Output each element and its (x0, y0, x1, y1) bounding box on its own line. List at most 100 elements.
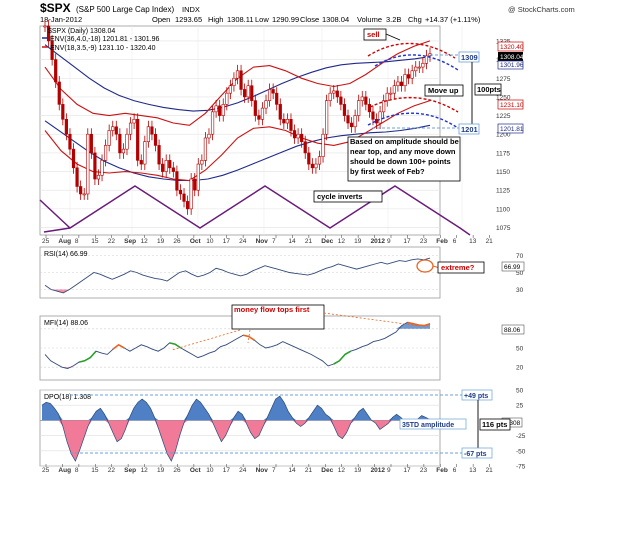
price-candle (417, 66, 421, 69)
dpo-line (41, 395, 431, 462)
price-candle (196, 163, 200, 191)
x-tick-label: 17 (403, 467, 411, 474)
annot-money-flow: money flow tops first (234, 305, 310, 314)
price-y-tick-label: 1275 (496, 76, 511, 83)
projection-lower-red (369, 97, 459, 113)
x-tick-label: Oct (190, 238, 202, 245)
price-candle (168, 160, 172, 169)
annot-cycle-inverts: cycle inverts (317, 192, 362, 201)
x-tick-label: 8 (75, 238, 79, 245)
tag-1320: 1320.40 (500, 44, 524, 51)
chart-name: (S&P 500 Large Cap Index) (76, 5, 174, 14)
close-value: 1308.04 (322, 15, 349, 24)
x-tick-label: 12 (338, 467, 346, 474)
x-tick-label: Dec (321, 467, 333, 474)
price-candle (107, 130, 111, 146)
dpo-y-tick-label: 50 (516, 388, 524, 395)
price-candle (171, 167, 175, 172)
price-candle (118, 133, 122, 154)
legend-env1: ENV(36,4.0,-18) 1201.81 - 1301.96 (50, 36, 159, 43)
price-candle (403, 74, 407, 87)
amplitude-note: Based on amplitude should be near top, a… (350, 137, 459, 176)
price-candle (143, 141, 147, 165)
price-candle (193, 178, 197, 191)
price-candle (189, 178, 193, 210)
indicator-y-tick-label: 30 (516, 287, 524, 294)
price-candle (235, 70, 240, 79)
x-tick-label: 9 (387, 238, 391, 245)
price-value-tags: 1320.40 1308.04 1301.96 1231.10 1201.81 (497, 41, 524, 134)
price-candle (210, 111, 215, 135)
plus49-box (461, 389, 493, 401)
x-tick-label: 9 (387, 467, 391, 474)
price-y-tick-label: 1225 (496, 113, 511, 120)
price-candle (399, 81, 404, 87)
price-candle (414, 66, 418, 72)
annot-extreme: extreme? (441, 263, 475, 272)
annot-1201: 1201 (461, 125, 478, 134)
amplitude-note-box (347, 136, 461, 182)
mfi-highlight-segment (78, 350, 97, 363)
price-candle (89, 133, 93, 154)
price-y-tick-label: 1200 (496, 132, 511, 139)
annot-1309: 1309 (461, 53, 478, 62)
tag-1201: 1201.81 (500, 126, 524, 133)
annot-1201-box (458, 123, 480, 135)
x-tick-label: 21 (305, 238, 313, 245)
price-bars (43, 20, 432, 215)
price-candle (175, 171, 179, 191)
price-candle (307, 152, 311, 165)
x-tick-label: 7 (272, 467, 276, 474)
rsi-tag-box (501, 261, 525, 272)
x-tick-label: Oct (190, 467, 202, 474)
dpo-positive-area (42, 396, 430, 421)
price-candle (407, 74, 411, 79)
x-tick-label: 13 (469, 467, 477, 474)
x-tick-label: 6 (453, 238, 457, 245)
x-tick-label: 7 (272, 238, 276, 245)
price-candle (264, 100, 268, 109)
price-candle (232, 77, 236, 87)
tag-1201-box (497, 123, 524, 134)
price-candle (214, 105, 218, 113)
price-candle (364, 96, 368, 105)
x-tick-label: Dec (321, 238, 333, 245)
x-tick-label: Nov (256, 467, 269, 474)
x-tick-label: 10 (206, 238, 214, 245)
legend-price: $SPX (Daily) 1308.04 (48, 28, 115, 35)
price-candle (374, 119, 379, 124)
price-candle (392, 85, 396, 94)
tag-1320-box (497, 41, 524, 52)
annot-minus67: -67 pts (464, 451, 487, 458)
price-candle (371, 111, 375, 120)
projection-upper-blue (374, 54, 459, 71)
price-candle (128, 122, 133, 135)
x-tick-label: 25 (42, 467, 50, 474)
price-candle (292, 130, 297, 139)
dpo-tag: 1.308 (504, 420, 521, 427)
x-tick-label: 12 (141, 467, 149, 474)
price-candle (325, 100, 329, 135)
price-candle (111, 126, 115, 131)
price-candle (57, 81, 61, 105)
x-tick-label: Aug (58, 467, 71, 474)
legend-env2: ENV(18,3.5,-9) 1231.10 - 1320.40 (50, 45, 156, 52)
indicator-y-tick-label: 70 (516, 253, 524, 260)
open-value: 1293.65 (175, 15, 202, 24)
price-y-tick-label: 1175 (496, 150, 510, 157)
cycle-line (39, 185, 471, 236)
ohlc-row: Open 1293.65 High 1308.11 Low 1290.99 Cl… (152, 15, 481, 24)
dpo-label: DPO(18) 1.308 (44, 394, 91, 401)
x-tick-label: 24 (239, 238, 247, 245)
indicator-line (44, 257, 431, 294)
price-candle (164, 160, 168, 172)
price-candle (285, 119, 290, 124)
extreme-box (437, 261, 485, 274)
x-tick-label: 14 (288, 238, 296, 245)
move-up-box (424, 84, 464, 97)
price-candle (185, 201, 190, 210)
x-tick-label: 17 (223, 238, 231, 245)
price-y-tick-label: 1150 (496, 169, 510, 176)
price-candle (410, 70, 414, 79)
chart-date: 18-Jan-2012 (40, 15, 82, 24)
